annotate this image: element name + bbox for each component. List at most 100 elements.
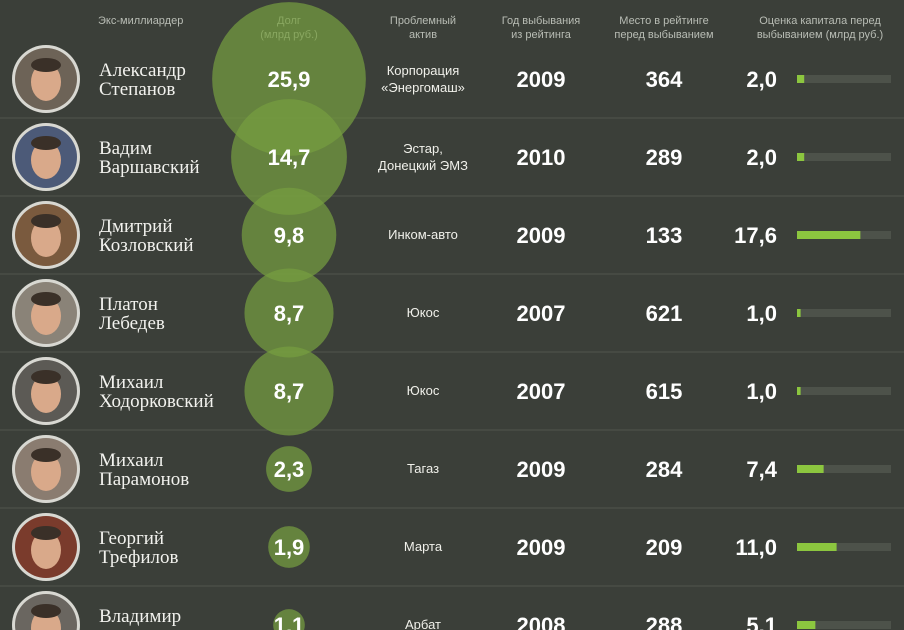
capital-label: 1,0 [746,301,777,326]
rank: 284 [646,457,683,482]
person-name: Парамонов [99,469,189,490]
capital-bar [797,309,801,317]
debt-bubble [273,609,305,630]
rank: 364 [646,67,683,92]
year: 2009 [517,535,566,560]
debt-bubble [266,446,312,492]
photo-hair [31,292,61,306]
debt-label: 2,3 [274,457,305,482]
person-name: Георгий [99,528,164,549]
person-name: Козловский [99,235,194,256]
person-name: Вадим [99,138,152,159]
capital-label: 2,0 [746,67,777,92]
column-header: выбыванием (млрд руб.) [757,29,883,41]
person-name: Михаил [99,450,164,471]
photo-hair [31,58,61,72]
capital-track [797,387,891,395]
year: 2008 [517,613,566,630]
photo-face [31,375,61,413]
year: 2010 [517,145,566,170]
person-name: Варшавский [99,157,200,178]
photo-hair [31,604,61,618]
person-name: Платон [99,294,158,315]
person-name: Михаил [99,372,164,393]
debt-bubble [241,187,337,283]
column-header: актив [409,29,437,41]
rank: 209 [646,535,683,560]
column-header: Оценка капитала перед [759,15,881,27]
column-header: из рейтинга [511,29,572,41]
capital-bar [797,231,861,239]
capital-track [797,309,891,317]
asset: Инком-авто [388,227,458,242]
capital-label: 1,0 [746,379,777,404]
year: 2009 [517,67,566,92]
rank: 289 [646,145,683,170]
photo-hair [31,526,61,540]
capital-track [797,621,891,629]
person-name: Александр [99,60,186,81]
asset: Марта [404,539,443,554]
debt-bubble [244,268,334,358]
capital-bar [797,543,837,551]
asset: Тагаз [407,461,439,476]
capital-label: 7,4 [746,457,777,482]
capital-bar [797,75,805,83]
photo-face [31,219,61,257]
photo-face [31,297,61,335]
column-header: Год выбывания [502,15,581,27]
debt-label: 9,8 [274,223,305,248]
debt-label: 25,9 [268,67,311,92]
debt-label: 8,7 [274,379,305,404]
photo-hair [31,448,61,462]
person-name: Владимир [99,606,181,627]
debt-bubble [231,99,347,215]
capital-track [797,153,891,161]
asset: Юкос [407,305,440,320]
photo-face [31,453,61,491]
photo-face [31,141,61,179]
asset: Эстар, [403,141,443,156]
photo-hair [31,214,61,228]
year: 2009 [517,223,566,248]
debt-label: 1,1 [274,613,305,630]
column-header: Экс-миллиардер [98,15,183,27]
capital-label: 2,0 [746,145,777,170]
year: 2007 [517,301,566,326]
debt-bubble [244,346,334,436]
debt-label: 1,9 [274,535,305,560]
capital-bar [797,465,824,473]
debt-bubble [268,526,310,568]
asset: «Энергомаш» [381,80,465,95]
capital-track [797,465,891,473]
capital-track [797,75,891,83]
asset: Юкос [407,383,440,398]
capital-bar [797,153,805,161]
column-header: Проблемный [390,15,456,27]
capital-bar [797,621,816,629]
capital-label: 17,6 [734,223,777,248]
capital-label: 5,1 [746,613,777,630]
asset: Арбат [405,617,441,630]
rank: 288 [646,613,683,630]
person-name: Трефилов [99,547,179,568]
asset: Корпорация [387,63,460,78]
capital-label: 11,0 [735,535,777,560]
column-header: Место в рейтинге [619,15,708,27]
capital-bar [797,387,801,395]
rank: 615 [646,379,683,404]
person-name: Ходорковский [99,391,214,412]
capital-track [797,543,891,551]
rank: 133 [646,223,683,248]
photo-face [31,63,61,101]
asset: Донецкий ЭМЗ [378,158,468,173]
year: 2007 [517,379,566,404]
photo-hair [31,370,61,384]
debt-label: 14,7 [268,145,311,170]
person-name: Степанов [99,79,175,100]
year: 2009 [517,457,566,482]
rank: 621 [646,301,683,326]
